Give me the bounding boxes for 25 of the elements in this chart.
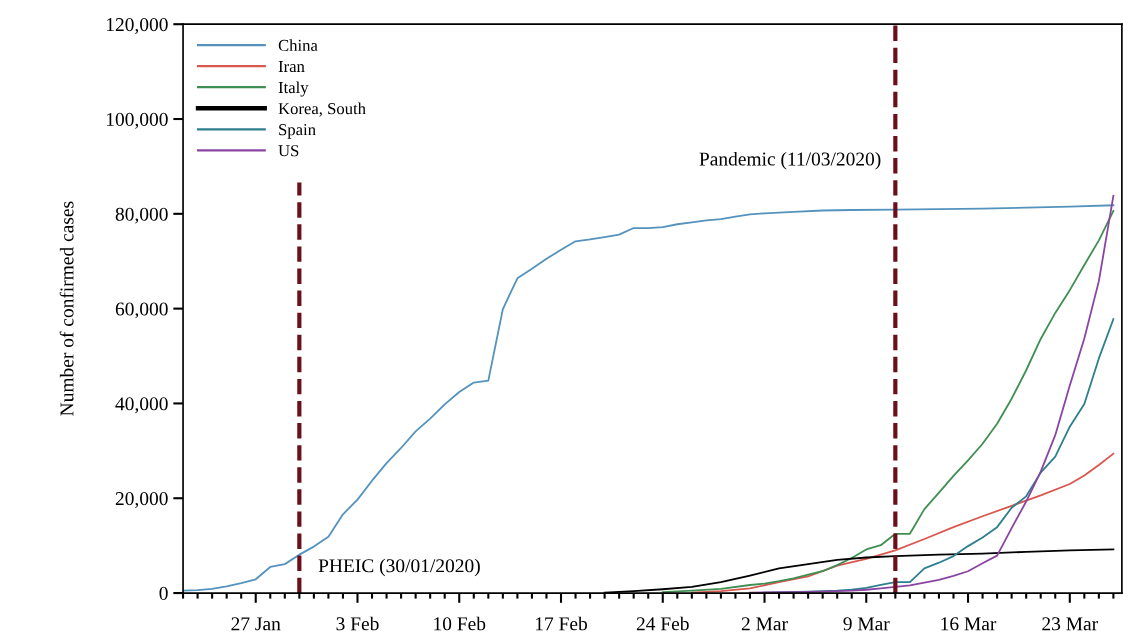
ref-line-label: Pandemic (11/03/2020)	[699, 151, 881, 170]
legend-label: China	[278, 39, 318, 52]
y-tick-label: 100,000	[106, 112, 168, 129]
x-tick-label: 24 Feb	[636, 616, 689, 631]
legend-label: Korea, South	[278, 102, 366, 117]
ref-line-label: PHEIC (30/01/2020)	[318, 558, 480, 577]
x-tick-label: 3 Feb	[336, 616, 379, 631]
x-tick-label: 17 Feb	[535, 616, 587, 631]
y-tick-label: 20,000	[115, 492, 168, 508]
y-tick-label: 40,000	[115, 397, 168, 414]
legend-label: Italy	[278, 81, 309, 97]
y-tick-label: 120,000	[106, 18, 168, 34]
x-tick-label: 2 Mar	[741, 617, 788, 631]
x-tick-label: 10 Feb	[434, 616, 486, 631]
x-tick-label: 9 Mar	[843, 617, 890, 631]
y-tick-label: 0	[159, 586, 168, 600]
legend-label: Iran	[278, 61, 305, 73]
y-tick-label: 60,000	[115, 302, 168, 319]
x-tick-label: 16 Mar	[941, 617, 997, 631]
x-tick-label: 23 Mar	[1042, 617, 1098, 631]
legend-label: US	[278, 145, 299, 157]
legend-label: Spain	[279, 124, 316, 139]
y-axis-title: Number of confirmed cases	[59, 201, 74, 416]
y-tick-label: 80,000	[115, 207, 168, 224]
x-tick-label: 27 Jan	[231, 617, 281, 631]
